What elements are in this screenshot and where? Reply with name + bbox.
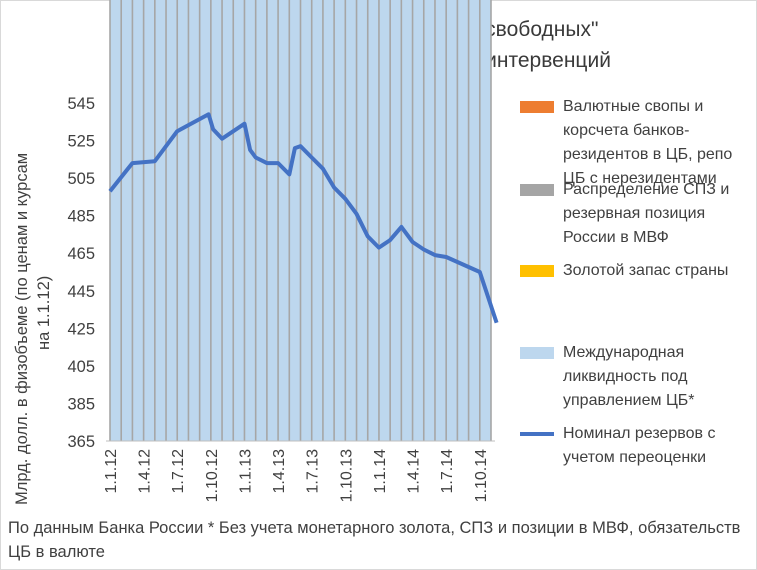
y-tick-label: 385 [67,395,95,413]
y-axis-label-line-1: Млрд. долл. в физобъеме (по ценам и курс… [13,153,31,505]
legend-label: Валютные свопы и корсчета банков-резиден… [563,98,733,187]
legend-swatch [520,432,554,436]
x-tick-label: 1.1.13 [238,449,255,494]
legend-label: Номинал резервов с учетом переоценки [563,425,716,466]
reserves-nominal-line [108,112,499,324]
x-tick-label: 1.10.12 [204,449,221,502]
x-tick-label: 1.4.13 [271,449,288,494]
y-tick-label: 405 [67,358,95,376]
x-tick-label: 1.4.12 [137,449,154,494]
y-axis-label: Млрд. долл. в физобъеме (по ценам и курс… [13,153,53,505]
x-tick-label: 1.7.13 [305,449,322,494]
x-tick-label: 1.4.14 [406,449,423,494]
y-tick-label: 445 [67,283,95,301]
y-tick-label: 505 [67,170,95,188]
x-tick-label: 1.7.12 [170,449,187,494]
legend-swatch [520,101,554,113]
legend-swatch [520,265,554,277]
y-tick-label: 365 [67,433,95,451]
legend-label: Распределение СПЗ и резервная позиция Ро… [563,181,730,246]
y-tick-label: 425 [67,320,95,338]
y-tick-label: 485 [67,208,95,226]
y-tick-label: 465 [67,245,95,263]
y-tick-label: 545 [67,95,95,113]
footer-note: По данным Банка России * Без учета монет… [8,519,741,561]
x-tick-label: 1.10.14 [473,449,490,502]
x-tick-label: 1.10.13 [338,449,355,502]
y-axis-label-line-2: на 1.1.12) [35,276,53,350]
x-tick-label: 1.1.12 [103,449,120,494]
legend-swatch [520,184,554,196]
legend-swatch [520,347,554,359]
x-tick-label: 1.7.14 [439,449,456,494]
legend-label: Международная ликвидность под управление… [563,344,695,409]
legend-label: Золотой запас страны [563,262,729,279]
x-tick-label: 1.1.14 [372,449,389,494]
y-tick-label: 525 [67,133,95,151]
